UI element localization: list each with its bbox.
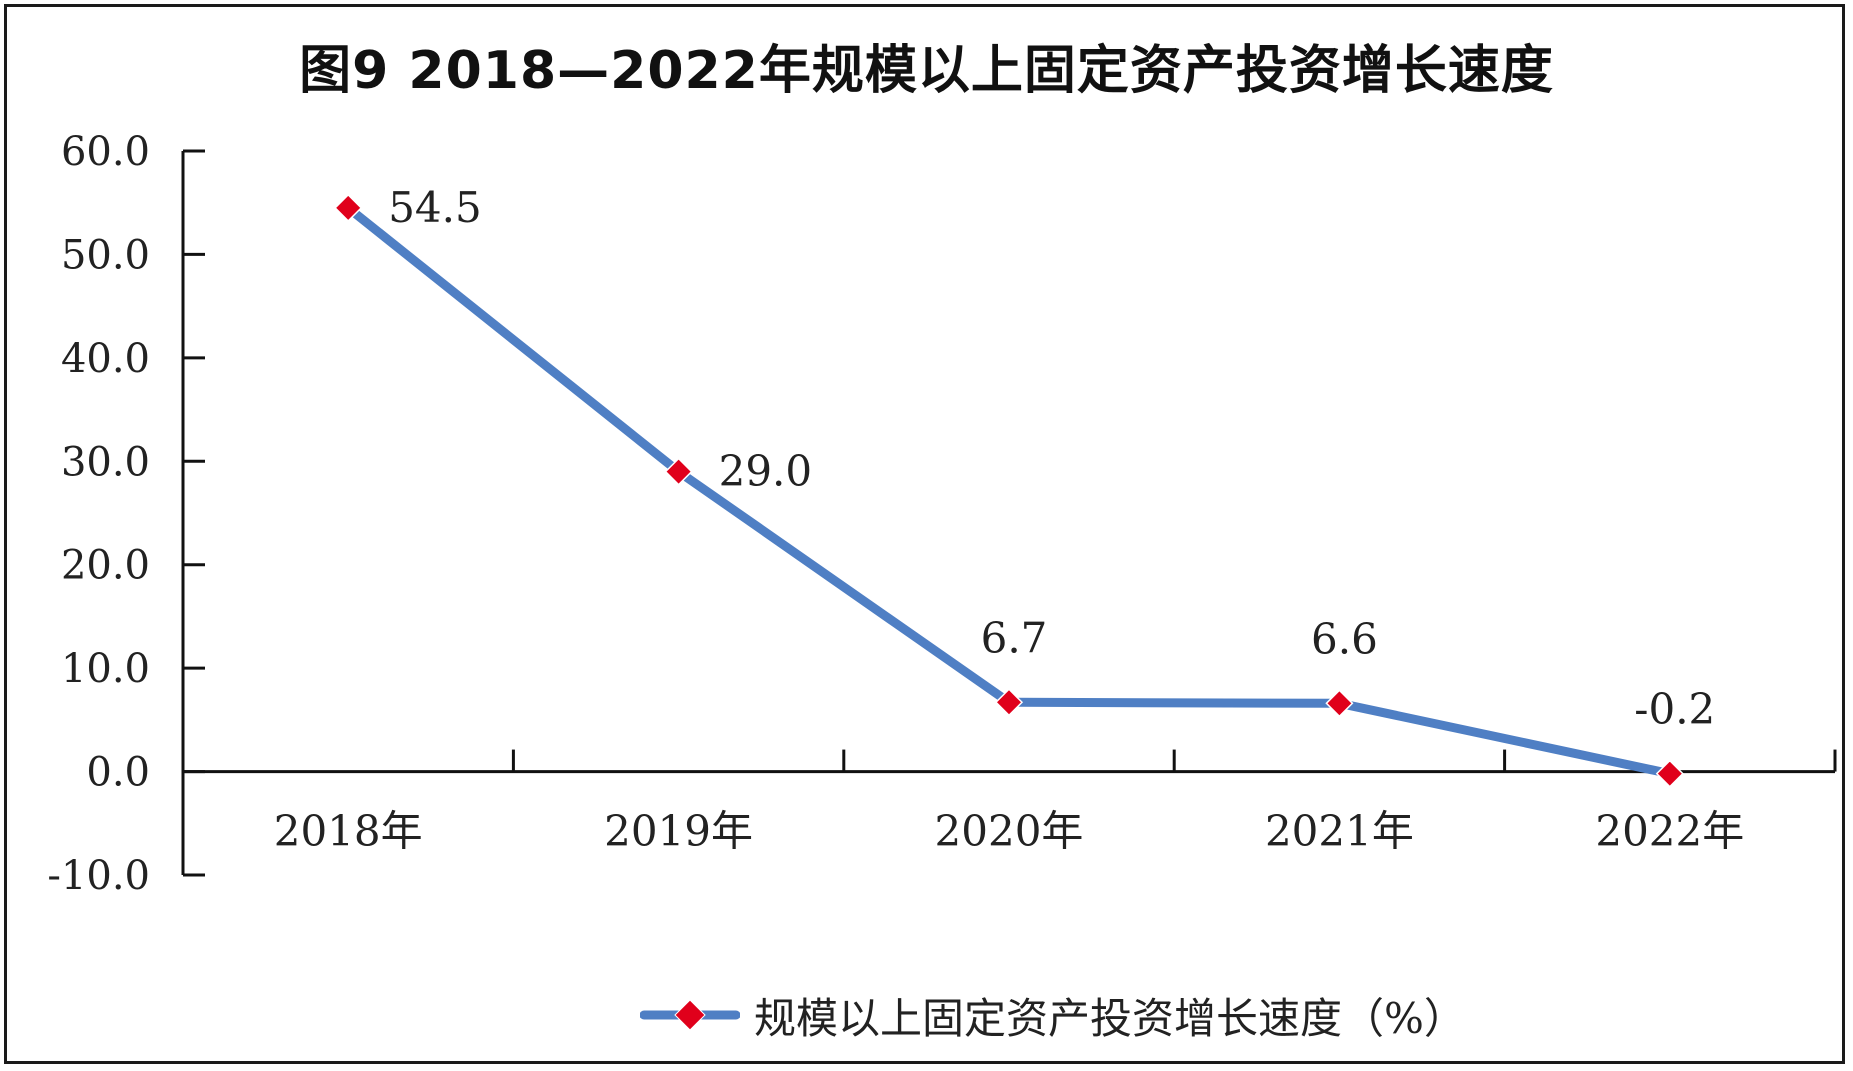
x-tick-label: 2021年 [1265,807,1414,856]
x-tick-label: 2019年 [604,807,753,856]
y-tick-label: -10.0 [47,853,150,899]
data-point [334,193,363,222]
legend-label: 规模以上固定资产投资增长速度（%） [754,993,1466,1043]
data-label: 6.7 [981,613,1048,662]
chart-title: 图9 2018—2022年规模以上固定资产投资增长速度 [299,41,1554,101]
legend-swatch [640,999,740,1031]
data-point [1325,689,1354,718]
y-tick-label: 50.0 [61,232,150,278]
x-tick-label: 2022年 [1595,807,1744,856]
data-point [1655,759,1684,788]
y-tick-label: 10.0 [61,646,150,692]
chart-frame [4,4,1845,1064]
x-tick-label: 2018年 [274,807,423,856]
y-tick-label: 40.0 [61,336,150,382]
data-point [994,688,1024,717]
y-tick-label: 30.0 [61,439,150,485]
y-tick-label: 60.0 [61,129,150,175]
data-label: 29.0 [719,447,813,496]
data-point [664,457,693,486]
data-label: 6.6 [1311,614,1378,663]
data-label: 54.5 [388,183,482,232]
y-tick-label: 20.0 [61,543,150,589]
data-label: -0.2 [1634,685,1715,734]
y-tick-label: 0.0 [86,750,150,796]
legend: 规模以上固定资产投资增长速度（%） [640,980,1466,1050]
x-tick-label: 2020年 [935,807,1084,856]
